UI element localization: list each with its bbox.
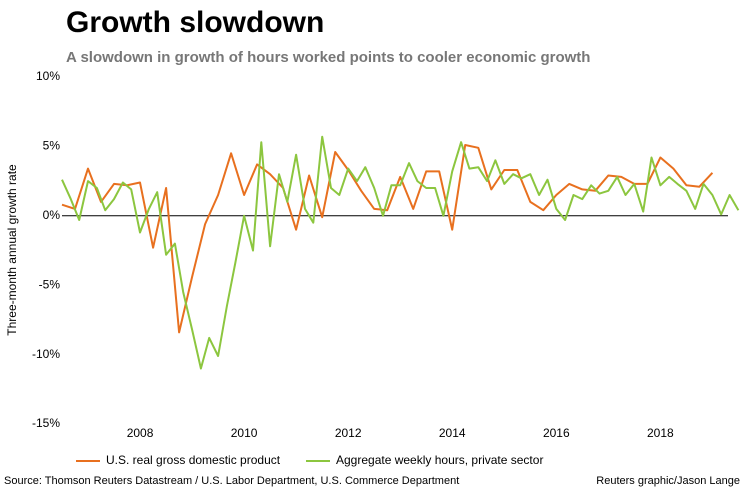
series-line [61,135,740,370]
chart-subtitle: A slowdown in growth of hours worked poi… [66,49,590,66]
source: Source: Thomson Reuters Datastream / U.S… [4,475,459,487]
y-tick-label: -5% [39,277,61,291]
series-line [61,144,714,334]
legend-label: U.S. real gross domestic product [106,453,281,467]
y-tick-label: 5% [43,139,61,153]
chart-title: Growth slowdown [66,6,324,39]
y-tick-label: 0% [43,208,61,222]
y-axis-label: Three-month annual growth rate [5,164,19,336]
x-tick-label: 2018 [647,426,674,440]
y-tick-label: 10% [36,69,60,83]
legend-label: Aggregate weekly hours, private sector [336,453,543,467]
x-tick-label: 2008 [127,426,154,440]
y-tick-label: -15% [32,416,60,430]
x-tick-label: 2014 [439,426,466,440]
x-tick-label: 2010 [231,426,258,440]
y-tick-label: -10% [32,347,60,361]
x-tick-label: 2012 [335,426,362,440]
x-tick-label: 2016 [543,426,570,440]
credit: Reuters graphic/Jason Lange [596,475,740,487]
